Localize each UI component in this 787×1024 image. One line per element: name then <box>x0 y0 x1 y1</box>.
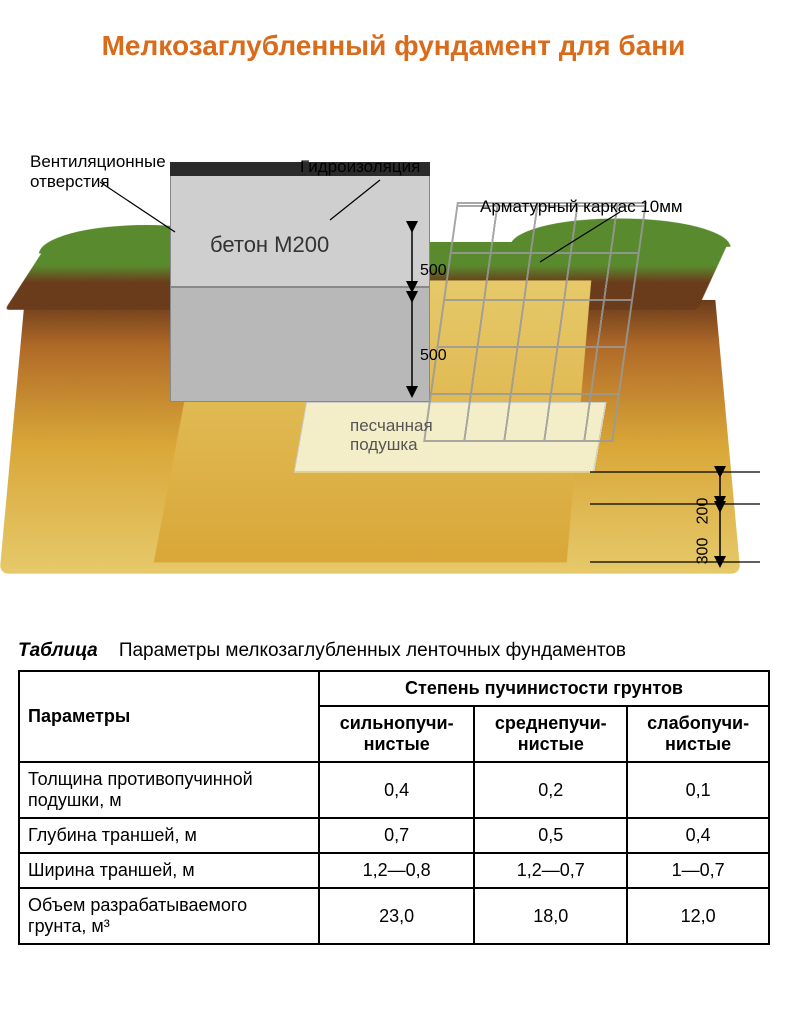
table-row: Толщина противопучинной подушки, м0,40,2… <box>19 762 769 818</box>
table-caption-text: Параметры мелкозаглубленных ленточных фу… <box>119 640 626 661</box>
dimension-lower-500: 500 <box>420 347 447 365</box>
table-caption: Таблица Параметры мелкозаглубленных лент… <box>18 640 770 662</box>
rebar-cage <box>423 202 647 442</box>
table-cell: 12,0 <box>627 888 769 944</box>
page-title: Мелкозаглубленный фундамент для бани <box>0 0 787 72</box>
table-cell: 0,4 <box>319 762 474 818</box>
table-row: Ширина траншей, м1,2—0,81,2—0,71—0,7 <box>19 853 769 888</box>
row-label: Глубина траншей, м <box>19 818 319 853</box>
col-header-weak: слабопучи-нистые <box>627 706 769 762</box>
table-cell: 0,4 <box>627 818 769 853</box>
table-cell: 1—0,7 <box>627 853 769 888</box>
label-ventilation: Вентиляционныеотверстия <box>30 152 166 191</box>
concrete-above-ground <box>170 172 430 287</box>
col-header-group: Степень пучинистости грунтов <box>319 671 769 706</box>
dimension-200: 200 <box>694 498 712 525</box>
table-caption-label: Таблица <box>18 640 98 661</box>
dimension-upper-500: 500 <box>420 262 447 280</box>
table-row: Глубина траншей, м0,70,50,4 <box>19 818 769 853</box>
table-cell: 18,0 <box>474 888 627 944</box>
col-header-medium: среднепучи-нистые <box>474 706 627 762</box>
col-header-strong: сильнопучи-нистые <box>319 706 474 762</box>
concrete-below-ground <box>170 287 430 402</box>
table-cell: 0,5 <box>474 818 627 853</box>
label-sand-cushion: песчаннаяподушка <box>350 417 433 454</box>
foundation-diagram: Вентиляционныеотверстия Гидроизоляция Ар… <box>0 72 787 622</box>
row-label: Ширина траншей, м <box>19 853 319 888</box>
table-cell: 0,1 <box>627 762 769 818</box>
label-waterproofing: Гидроизоляция <box>300 157 420 177</box>
table-cell: 23,0 <box>319 888 474 944</box>
parameters-table: Параметры Степень пучинистости грунтов с… <box>18 670 770 945</box>
col-header-params: Параметры <box>19 671 319 762</box>
table-cell: 1,2—0,8 <box>319 853 474 888</box>
label-rebar: Арматурный каркас 10мм <box>480 197 683 217</box>
dimension-300: 300 <box>694 538 712 565</box>
table-cell: 0,7 <box>319 818 474 853</box>
parameters-table-section: Таблица Параметры мелкозаглубленных лент… <box>18 640 770 945</box>
table-row: Объем разрабатываемого грунта, м³23,018,… <box>19 888 769 944</box>
row-label: Толщина противопучинной подушки, м <box>19 762 319 818</box>
table-cell: 1,2—0,7 <box>474 853 627 888</box>
concrete-foundation <box>170 172 430 402</box>
row-label: Объем разрабатываемого грунта, м³ <box>19 888 319 944</box>
label-concrete-grade: бетон М200 <box>210 232 329 258</box>
table-cell: 0,2 <box>474 762 627 818</box>
